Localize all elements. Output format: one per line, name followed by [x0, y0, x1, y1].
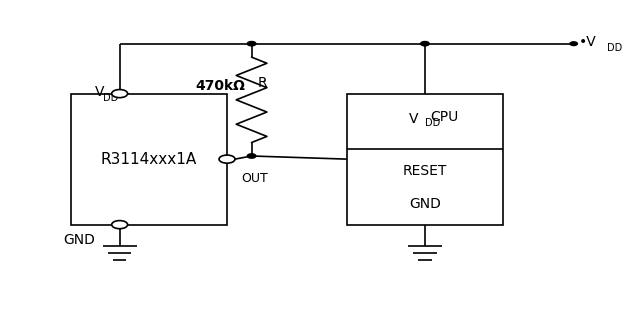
Circle shape — [570, 42, 577, 46]
Text: OUT: OUT — [241, 172, 268, 185]
Text: V: V — [95, 85, 104, 99]
Text: V: V — [409, 112, 419, 125]
Text: RESET: RESET — [402, 164, 447, 178]
Text: •V: •V — [578, 35, 597, 49]
Circle shape — [247, 41, 256, 46]
Text: DD: DD — [425, 118, 441, 128]
Text: DD: DD — [607, 43, 623, 53]
Bar — [347, 94, 503, 225]
Circle shape — [112, 221, 128, 229]
Circle shape — [112, 90, 128, 98]
Text: 470kΩ: 470kΩ — [195, 79, 245, 93]
Bar — [71, 94, 227, 225]
Text: GND: GND — [63, 233, 95, 247]
Text: R3114xxx1A: R3114xxx1A — [100, 152, 197, 167]
Text: DD: DD — [103, 93, 119, 103]
Circle shape — [219, 155, 235, 163]
Text: CPU: CPU — [431, 110, 459, 124]
Text: R: R — [258, 76, 267, 90]
Circle shape — [421, 41, 429, 46]
Text: GND: GND — [409, 197, 441, 211]
Circle shape — [247, 154, 256, 158]
